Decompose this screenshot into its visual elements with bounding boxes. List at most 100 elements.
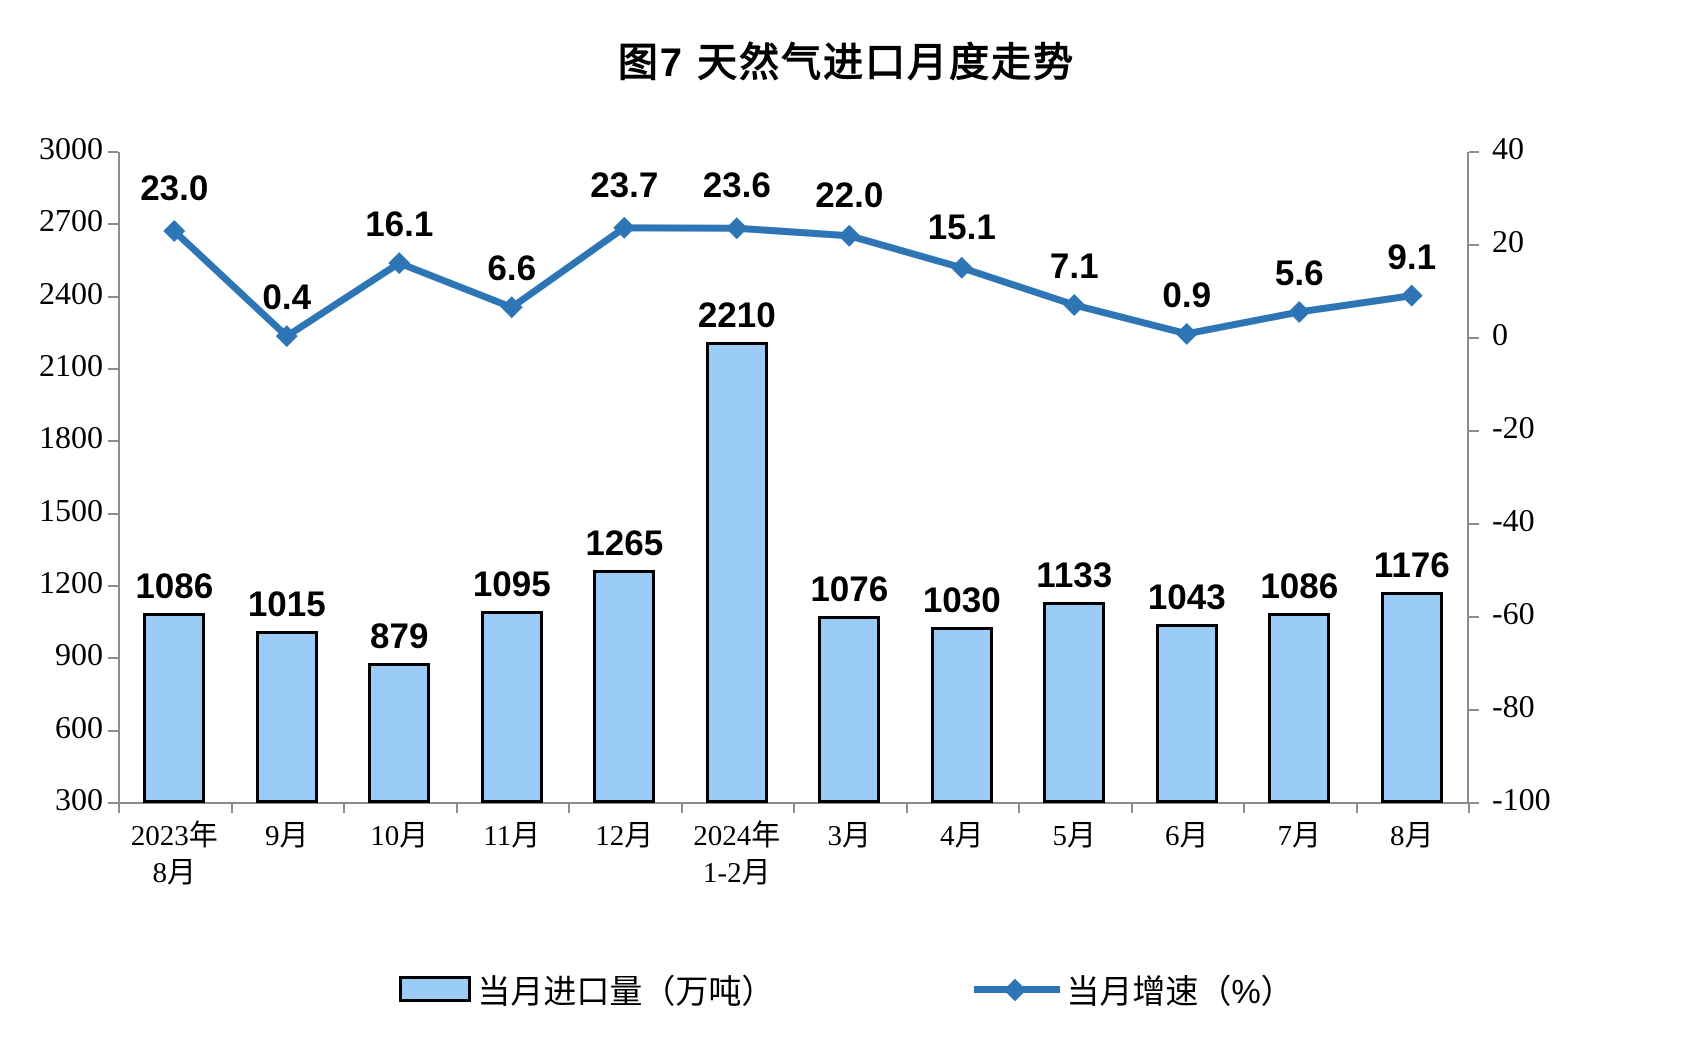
x-axis-label-line: 11月 — [483, 820, 541, 852]
bar-value-label: 2210 — [697, 296, 776, 336]
left-axis-tick-label: 2100 — [39, 347, 103, 383]
x-axis-label-line: 7月 — [1277, 820, 1321, 852]
left-axis-tick — [108, 657, 118, 660]
x-axis-label-line: 3月 — [827, 820, 871, 852]
right-axis-tick-label: -20 — [1492, 409, 1535, 445]
x-axis-label: 8月 — [1322, 818, 1502, 855]
bar-value-label: 1095 — [472, 565, 551, 605]
x-axis-label-line: 2024年 — [693, 820, 781, 852]
legend-label-growth-rate: 当月增速（%） — [1066, 973, 1294, 1010]
bar-swatch-icon — [399, 976, 472, 1002]
x-axis-tick — [793, 804, 795, 813]
left-axis-tick-label: 600 — [55, 708, 103, 745]
x-axis-label: 2024年 1-2月 — [647, 818, 827, 892]
left-axis-tick-label: 2400 — [39, 274, 103, 311]
x-axis-tick — [680, 804, 683, 813]
bar-value-label: 1176 — [1373, 545, 1450, 585]
line-value-label: 6.6 — [487, 249, 537, 289]
right-axis-tick — [1469, 337, 1479, 339]
legend-label-import-volume: 当月进口量（万吨） — [477, 973, 775, 1010]
x-axis-label: 5月 — [984, 818, 1164, 855]
right-axis-tick — [1469, 430, 1479, 432]
x-axis-tick — [1468, 804, 1470, 813]
right-axis-tick-label: -60 — [1492, 595, 1535, 631]
bar — [930, 626, 993, 803]
bar — [1268, 613, 1331, 803]
x-axis-tick — [905, 804, 908, 813]
line-data-point-marker — [613, 216, 636, 239]
bar-value-label: 879 — [370, 617, 429, 657]
right-axis-tick — [1469, 151, 1479, 153]
left-axis-tick — [108, 512, 118, 515]
line-data-point-marker — [163, 220, 186, 243]
x-axis-label: 4月 — [872, 818, 1052, 855]
bar-value-label: 1133 — [1036, 556, 1113, 596]
bar — [818, 615, 881, 803]
left-axis-tick — [108, 295, 118, 298]
bar — [255, 630, 318, 803]
x-axis-tick — [1130, 804, 1133, 813]
line-data-point-marker — [1400, 284, 1423, 307]
left-axis-tick — [108, 151, 118, 153]
bar-value-label: 1030 — [922, 580, 1001, 620]
x-axis-label-line: 12月 — [595, 820, 654, 852]
right-axis-tick-label: -100 — [1492, 781, 1551, 817]
legend-item-import-volume: 当月进口量（万吨） — [399, 965, 774, 1013]
left-axis-tick — [108, 802, 118, 804]
right-axis-tick-label: 40 — [1492, 130, 1524, 166]
x-axis-label: 9月 — [197, 818, 377, 855]
chart-title: 图7 天然气进口月度走势 — [617, 41, 1076, 85]
x-axis-label-line: 9月 — [264, 820, 309, 852]
line-value-label: 0.4 — [262, 278, 312, 318]
line-value-label: 9.1 — [1387, 237, 1437, 277]
x-axis-label: 12月 — [534, 818, 714, 855]
left-axis-line — [118, 152, 120, 803]
bar — [480, 611, 543, 803]
line-value-label: 7.1 — [1049, 246, 1099, 286]
x-axis-label: 3月 — [759, 818, 939, 855]
x-axis-label-line: 8月 — [152, 857, 196, 889]
left-axis-tick-label: 2700 — [39, 202, 103, 239]
x-axis-label-line: 1-2月 — [702, 857, 771, 889]
left-axis-tick — [108, 223, 118, 226]
bar-value-label: 1043 — [1147, 577, 1226, 617]
left-axis-tick-label: 300 — [55, 781, 103, 817]
line-data-point-marker — [388, 252, 411, 275]
left-axis-tick-label: 1200 — [39, 564, 103, 600]
left-axis-tick-label: 1800 — [39, 419, 103, 456]
bar — [1155, 623, 1218, 803]
x-axis-tick — [343, 804, 345, 813]
line-value-label: 16.1 — [365, 205, 434, 245]
line-data-point-marker — [1288, 300, 1311, 323]
line-data-point-marker — [500, 296, 523, 319]
bottom-axis-line — [118, 802, 1469, 804]
bar-value-label: 1086 — [1260, 567, 1339, 607]
left-axis-tick — [108, 729, 118, 732]
right-axis-line — [1467, 152, 1469, 803]
bar-value-label: 1015 — [247, 584, 326, 624]
left-axis-tick — [108, 585, 118, 587]
bar — [1043, 602, 1106, 803]
left-axis-tick — [108, 368, 118, 370]
bar-value-label: 1086 — [135, 567, 214, 607]
x-axis-label-line: 5月 — [1052, 820, 1096, 852]
x-axis-tick — [568, 804, 570, 813]
x-axis-tick — [1018, 804, 1020, 813]
x-axis-tick — [1355, 804, 1358, 813]
x-axis-label: 11月 — [422, 818, 602, 855]
x-axis-label-line: 10月 — [370, 820, 429, 852]
x-axis-label: 6月 — [1097, 818, 1277, 855]
line-data-point-marker — [1175, 322, 1198, 345]
right-axis-tick — [1469, 244, 1479, 246]
left-axis-tick — [108, 440, 118, 443]
x-axis-label: 10月 — [309, 818, 489, 855]
line-data-point-marker — [1063, 293, 1086, 316]
right-axis-tick — [1469, 802, 1479, 804]
line-value-label: 23.6 — [702, 166, 771, 206]
left-axis-tick-label: 3000 — [39, 130, 103, 166]
x-axis-label: 2023年 8月 — [84, 818, 264, 892]
x-axis-label-line: 2023年 — [130, 820, 218, 852]
line-value-label: 15.1 — [927, 207, 996, 247]
